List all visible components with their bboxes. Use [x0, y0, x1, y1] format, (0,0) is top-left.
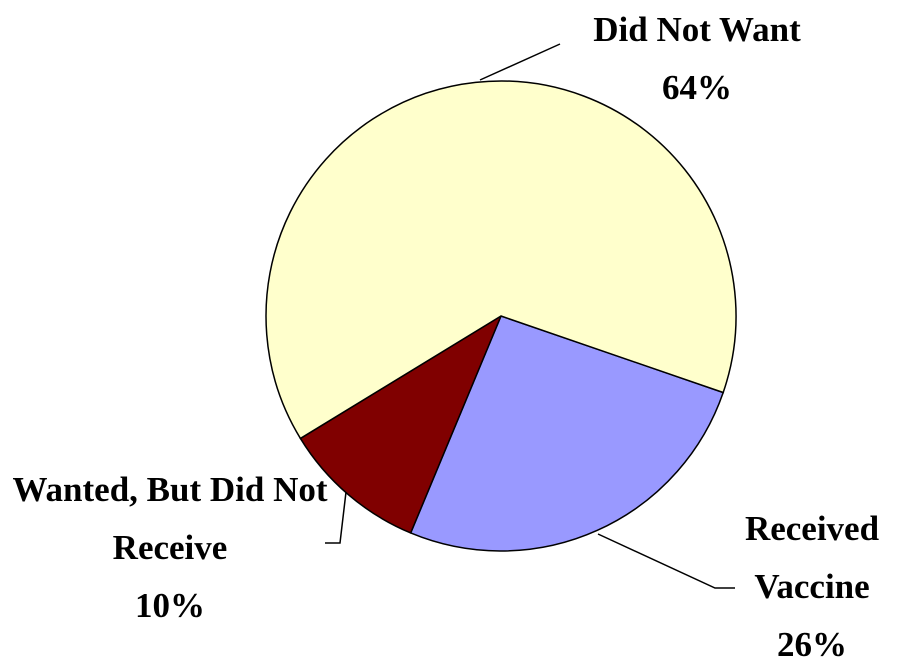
leader-line [325, 491, 347, 544]
category-label: Received Vaccine [744, 509, 880, 606]
pie-slice [299, 314, 503, 534]
slice-label: Wanted, But Did Not Receive 10% [5, 461, 335, 635]
category-label: Wanted, But Did Not Receive [12, 470, 328, 567]
value-label: 64% [662, 68, 732, 107]
pie-slice [265, 80, 737, 440]
value-label: 10% [135, 586, 205, 625]
pie-slice [409, 315, 725, 552]
slice-label: Received Vaccine 26% [712, 500, 907, 665]
value-label: 26% [777, 625, 847, 664]
leader-line [479, 43, 561, 81]
slice-label: Did Not Want 64% [547, 1, 847, 117]
leader-line [597, 533, 735, 589]
category-label: Did Not Want [593, 10, 801, 49]
